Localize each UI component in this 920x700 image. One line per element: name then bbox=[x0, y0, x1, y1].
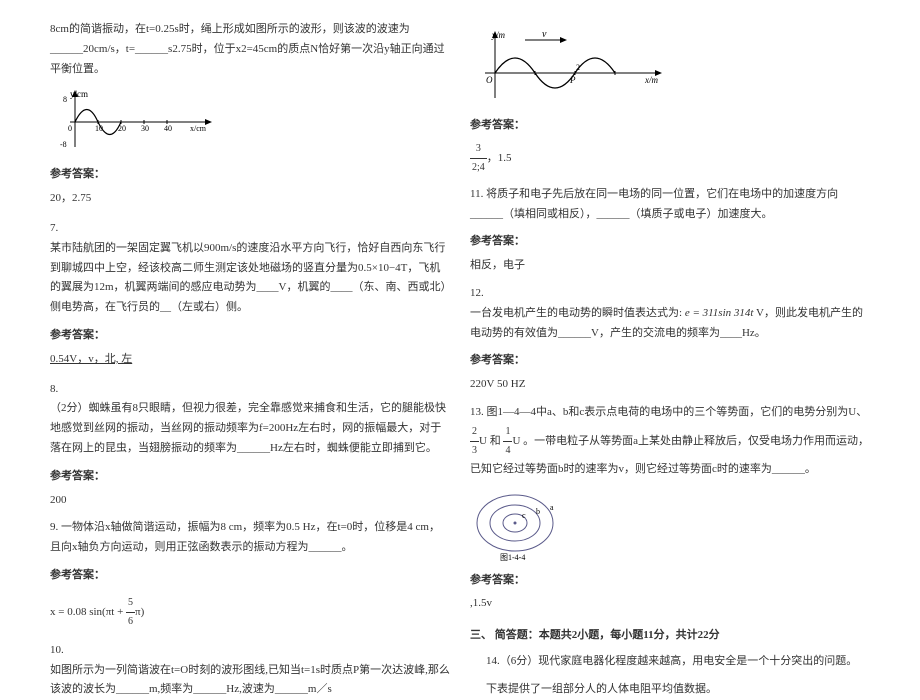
answer-label: 参考答案： bbox=[470, 571, 870, 591]
answer-9-formula: x = 0.08 sin(πt + 56π) bbox=[50, 594, 450, 631]
answer-label: 参考答案： bbox=[470, 116, 870, 136]
q14-text: 14.（6分）现代家庭电器化程度越来越高，用电安全是一个十分突出的问题。 bbox=[486, 652, 870, 672]
fraction: 56 bbox=[126, 594, 135, 631]
x-axis-label: x/cm bbox=[190, 124, 207, 133]
q6-text: 8cm的简谐振动，在t=0.25s时，绳上形成如图所示的波形，则该波的波速为__… bbox=[50, 20, 450, 79]
svg-text:a: a bbox=[550, 503, 554, 512]
answer-12: 220V 50 HZ bbox=[470, 375, 870, 395]
answer-6: 20，2.75 bbox=[50, 189, 450, 209]
answer-13: ,1.5v bbox=[470, 594, 870, 614]
q14-b-text: 下表提供了一组部分人的人体电阻平均值数据。 bbox=[486, 680, 870, 700]
svg-text:c: c bbox=[522, 511, 526, 520]
answer-label: 参考答案： bbox=[470, 351, 870, 371]
q7-text: 某市陆航团的一架固定翼飞机以900m/s的速度沿水平方向飞行，恰好自西向东飞行到… bbox=[50, 239, 450, 318]
answer-7: 0.54V，v，北, 左 bbox=[50, 350, 450, 370]
svg-text:30: 30 bbox=[141, 124, 149, 133]
q9-text: 9. 一物体沿x轴做简谐运动，振幅为8 cm，频率为0.5 Hz，在t=0时，位… bbox=[50, 518, 450, 558]
q13-a: 13. 图1—4—4中a、b和c表示点电荷的电场中的三个等势面，它们的电势分别为… bbox=[470, 406, 867, 418]
graph-wave-1: y/cm 8 -8 0 10 20 30 40 x/cm bbox=[50, 87, 450, 157]
svg-text:8: 8 bbox=[63, 95, 67, 104]
q8-text: （2分）蜘蛛虽有8只眼睛，但视力很差，完全靠感觉来捕食和生活，它的腿能极快地感觉… bbox=[50, 399, 450, 458]
u-suffix: U bbox=[479, 435, 487, 447]
answer-label: 参考答案： bbox=[50, 326, 450, 346]
answer-8: 200 bbox=[50, 491, 450, 511]
graph-caption: 图1-4-4 bbox=[500, 553, 525, 562]
q7-num: 7. bbox=[50, 219, 450, 239]
answer-label: 参考答案： bbox=[50, 467, 450, 487]
fraction: 23 bbox=[470, 423, 479, 460]
svg-text:x/m: x/m bbox=[644, 75, 658, 85]
answer-r1: 32;4，1.5 bbox=[470, 140, 870, 177]
q11-text: 11. 将质子和电子先后放在同一电场的同一位置，它们在电场中的加速度方向____… bbox=[470, 185, 870, 225]
answer-label: 参考答案： bbox=[470, 232, 870, 252]
fraction: 32;4 bbox=[470, 140, 487, 177]
graph-equipotential: c b a 图1-4-4 bbox=[470, 488, 870, 563]
q12-a: 一台发电机产生的电动势的瞬时值表达式为: bbox=[470, 307, 682, 319]
formula-suffix: π) bbox=[135, 606, 144, 618]
svg-text:40: 40 bbox=[164, 124, 172, 133]
graph-wave-2: y/m O x/m v P 2 bbox=[470, 28, 870, 108]
right-column: y/m O x/m v P 2 参考答案： 32;4，1.5 11. 将质子和电… bbox=[460, 20, 880, 631]
svg-text:v: v bbox=[542, 29, 547, 40]
svg-text:-8: -8 bbox=[60, 140, 67, 149]
q10-text: 如图所示为一列简谐波在t=O时刻的波形图线,已知当t=1s时质点P第一次达波峰,… bbox=[50, 661, 450, 700]
answer-label: 参考答案： bbox=[50, 566, 450, 586]
svg-text:2: 2 bbox=[576, 63, 580, 72]
y-axis-label: y/cm bbox=[70, 89, 88, 99]
svg-text:y/m: y/m bbox=[491, 30, 505, 40]
q13-text: 13. 图1—4—4中a、b和c表示点电荷的电场中的三个等势面，它们的电势分别为… bbox=[470, 403, 870, 480]
svg-text:0: 0 bbox=[68, 124, 72, 133]
ans-rest: ，1.5 bbox=[487, 152, 512, 164]
svg-text:b: b bbox=[536, 507, 540, 516]
q12-text: 一台发电机产生的电动势的瞬时值表达式为: e = 311sin 314t V，则… bbox=[470, 304, 870, 344]
q12-expr: e = 311sin 314t bbox=[685, 307, 754, 319]
q12-num: 12. bbox=[470, 284, 870, 304]
formula-prefix: x = 0.08 sin(πt + bbox=[50, 606, 126, 618]
svg-text:O: O bbox=[486, 75, 493, 85]
left-column: 8cm的简谐振动，在t=0.25s时，绳上形成如图所示的波形，则该波的波速为__… bbox=[40, 20, 460, 631]
answer-label: 参考答案： bbox=[50, 165, 450, 185]
q8-num: 8. bbox=[50, 380, 450, 400]
answer-11: 相反，电子 bbox=[470, 256, 870, 276]
section-3-title: 三、 简答题：本题共2小题，每小题11分，共计22分 bbox=[470, 626, 870, 646]
q13-c: 。一带电粒子从等势面a上某处由静止释放后，仅受电场力作用而运动，已知它经过等势面… bbox=[470, 435, 869, 475]
svg-text:P: P bbox=[569, 75, 576, 85]
u-suffix: U bbox=[512, 435, 520, 447]
q13-b: 和 bbox=[490, 435, 504, 447]
